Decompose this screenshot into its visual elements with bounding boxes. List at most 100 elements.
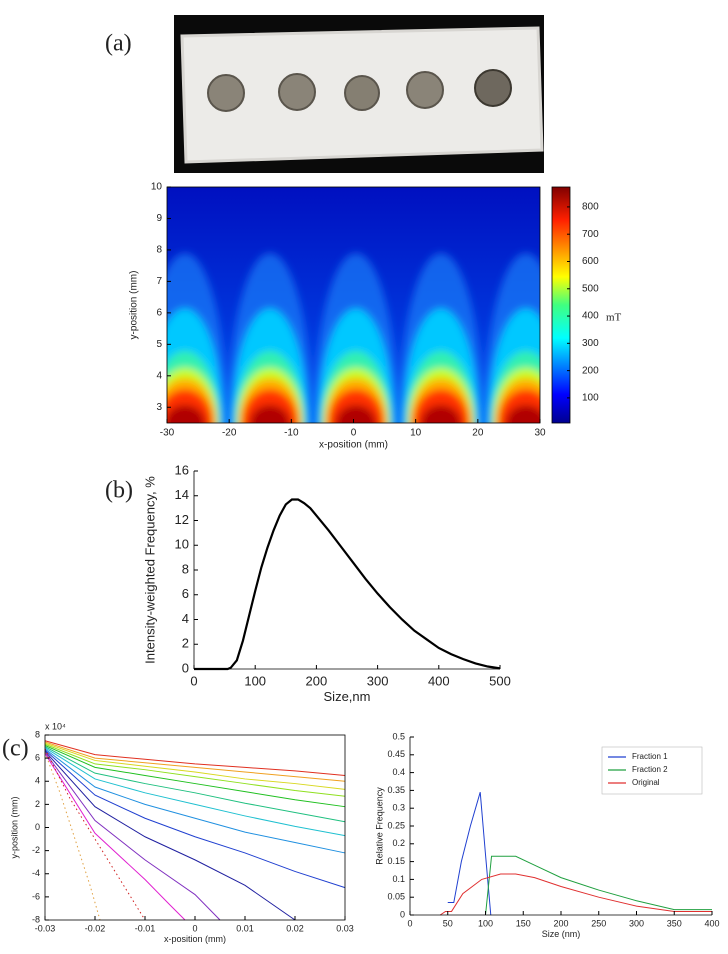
- y-tick-label: 14: [175, 487, 189, 502]
- y-tick-label: 4: [35, 776, 40, 786]
- y-tick-label: -2: [32, 845, 40, 855]
- series-line: [44, 746, 346, 823]
- x-tick-label: -10: [284, 428, 299, 439]
- x-axis-label: Size,nm: [324, 689, 371, 704]
- y-tick-label: 0.05: [387, 892, 405, 902]
- x-tick-label: 400: [704, 918, 719, 928]
- x-tick-label: 500: [489, 673, 511, 688]
- x-tick-label: 400: [428, 673, 450, 688]
- y-axis-label: y-position (mm): [10, 796, 20, 858]
- x-tick-label: 200: [553, 918, 568, 928]
- x-tick-label: 0: [192, 923, 197, 933]
- y-axis-label: y-position (mm): [129, 271, 140, 340]
- y-tick-label: 0.25: [387, 820, 405, 830]
- y-tick-label: 3: [156, 402, 162, 413]
- y-tick-label: 0.1: [392, 874, 405, 884]
- colorbar-label: mT: [606, 312, 622, 324]
- y-tick-label: 0.15: [387, 856, 405, 866]
- colorbar-tick-label: 600: [582, 256, 599, 267]
- y-tick-label: 16: [175, 462, 189, 477]
- y-tick-label: -4: [32, 868, 40, 878]
- y-tick-label: 0: [182, 660, 189, 675]
- x-tick-label: 0: [351, 428, 357, 439]
- x-tick-label: 0: [407, 918, 412, 928]
- series-line: [44, 749, 346, 889]
- colorbar-tick-label: 700: [582, 229, 599, 240]
- y-tick-label: 4: [156, 370, 162, 381]
- legend-label: Fraction 1: [632, 752, 668, 761]
- y-tick-label: 8: [35, 729, 40, 739]
- legend-label: Fraction 2: [632, 765, 668, 774]
- y-tick-label: 6: [182, 586, 189, 601]
- x-tick-label: 300: [367, 673, 389, 688]
- x-axis-label: Size (nm): [542, 929, 581, 939]
- colorbar-tick-label: 800: [582, 202, 599, 213]
- x-tick-label: 30: [534, 428, 546, 439]
- colorbar-tick-label: 100: [582, 393, 599, 404]
- y-tick-label: 8: [182, 561, 189, 576]
- y-tick-label: 6: [35, 753, 40, 763]
- y-tick-label: 2: [35, 799, 40, 809]
- series-line: [44, 747, 346, 837]
- y-tick-label: 7: [156, 276, 162, 287]
- x-tick-label: 100: [478, 918, 493, 928]
- y-tick-label: 4: [182, 611, 189, 626]
- heatmap-field: [167, 187, 540, 423]
- series-line: [44, 740, 346, 776]
- x-tick-label: 50: [443, 918, 453, 928]
- x-tick-label: 200: [306, 673, 328, 688]
- series-line: [44, 748, 146, 921]
- series-line: [44, 741, 346, 782]
- x-tick-label: 0: [190, 673, 197, 688]
- x-tick-label: -0.02: [85, 923, 106, 933]
- y-tick-label: 10: [151, 182, 163, 193]
- y-tick-label: 0.2: [392, 838, 405, 848]
- series-line: [485, 855, 712, 916]
- y-tick-label: 6: [156, 308, 162, 319]
- x-tick-label: 10: [410, 428, 422, 439]
- y-tick-label: 10: [175, 537, 189, 552]
- x-axis-label: x-position (mm): [164, 934, 226, 944]
- panel-label: (c): [2, 736, 29, 762]
- x-tick-label: 250: [591, 918, 606, 928]
- x-tick-label: 300: [629, 918, 644, 928]
- y-tick-label: 0.45: [387, 749, 405, 759]
- colorbar-tick-label: 300: [582, 338, 599, 349]
- y-axis-label: Relative Frequency: [375, 787, 385, 865]
- y-tick-label: 5: [156, 339, 162, 350]
- y-tick-label: 0: [35, 822, 40, 832]
- y-multiplier: x 10⁴: [45, 721, 66, 731]
- y-tick-label: -6: [32, 891, 40, 901]
- colorbar: [551, 186, 571, 424]
- y-tick-label: 2: [182, 636, 189, 651]
- photo: [174, 15, 544, 173]
- y-tick-label: 0: [400, 909, 405, 919]
- panel-label: (a): [105, 31, 132, 57]
- x-tick-label: -20: [222, 428, 237, 439]
- colorbar-tick-label: 200: [582, 365, 599, 376]
- y-tick-label: 9: [156, 213, 162, 224]
- series-line: [44, 752, 221, 921]
- y-tick-label: 0.5: [392, 731, 405, 741]
- panel-label: (b): [105, 478, 133, 504]
- x-axis-label: x-position (mm): [319, 440, 388, 451]
- series-line: [44, 742, 346, 790]
- x-tick-label: 150: [516, 918, 531, 928]
- x-tick-label: -30: [160, 428, 175, 439]
- x-tick-label: 0.03: [336, 923, 354, 933]
- series-line: [44, 744, 346, 808]
- legend-label: Original: [632, 778, 660, 787]
- series-line: [44, 748, 346, 854]
- series-line: [194, 498, 501, 671]
- y-tick-label: 0.35: [387, 785, 405, 795]
- x-tick-label: 100: [244, 673, 266, 688]
- x-tick-label: 0.02: [286, 923, 304, 933]
- colorbar-tick-label: 500: [582, 283, 599, 294]
- y-tick-label: 0.3: [392, 803, 405, 813]
- series-line: [439, 873, 712, 916]
- series-line: [44, 753, 186, 921]
- y-tick-label: 8: [156, 245, 162, 256]
- x-tick-label: -0.01: [135, 923, 156, 933]
- y-axis-label: Intensity-weighted Frequency, %: [143, 476, 158, 664]
